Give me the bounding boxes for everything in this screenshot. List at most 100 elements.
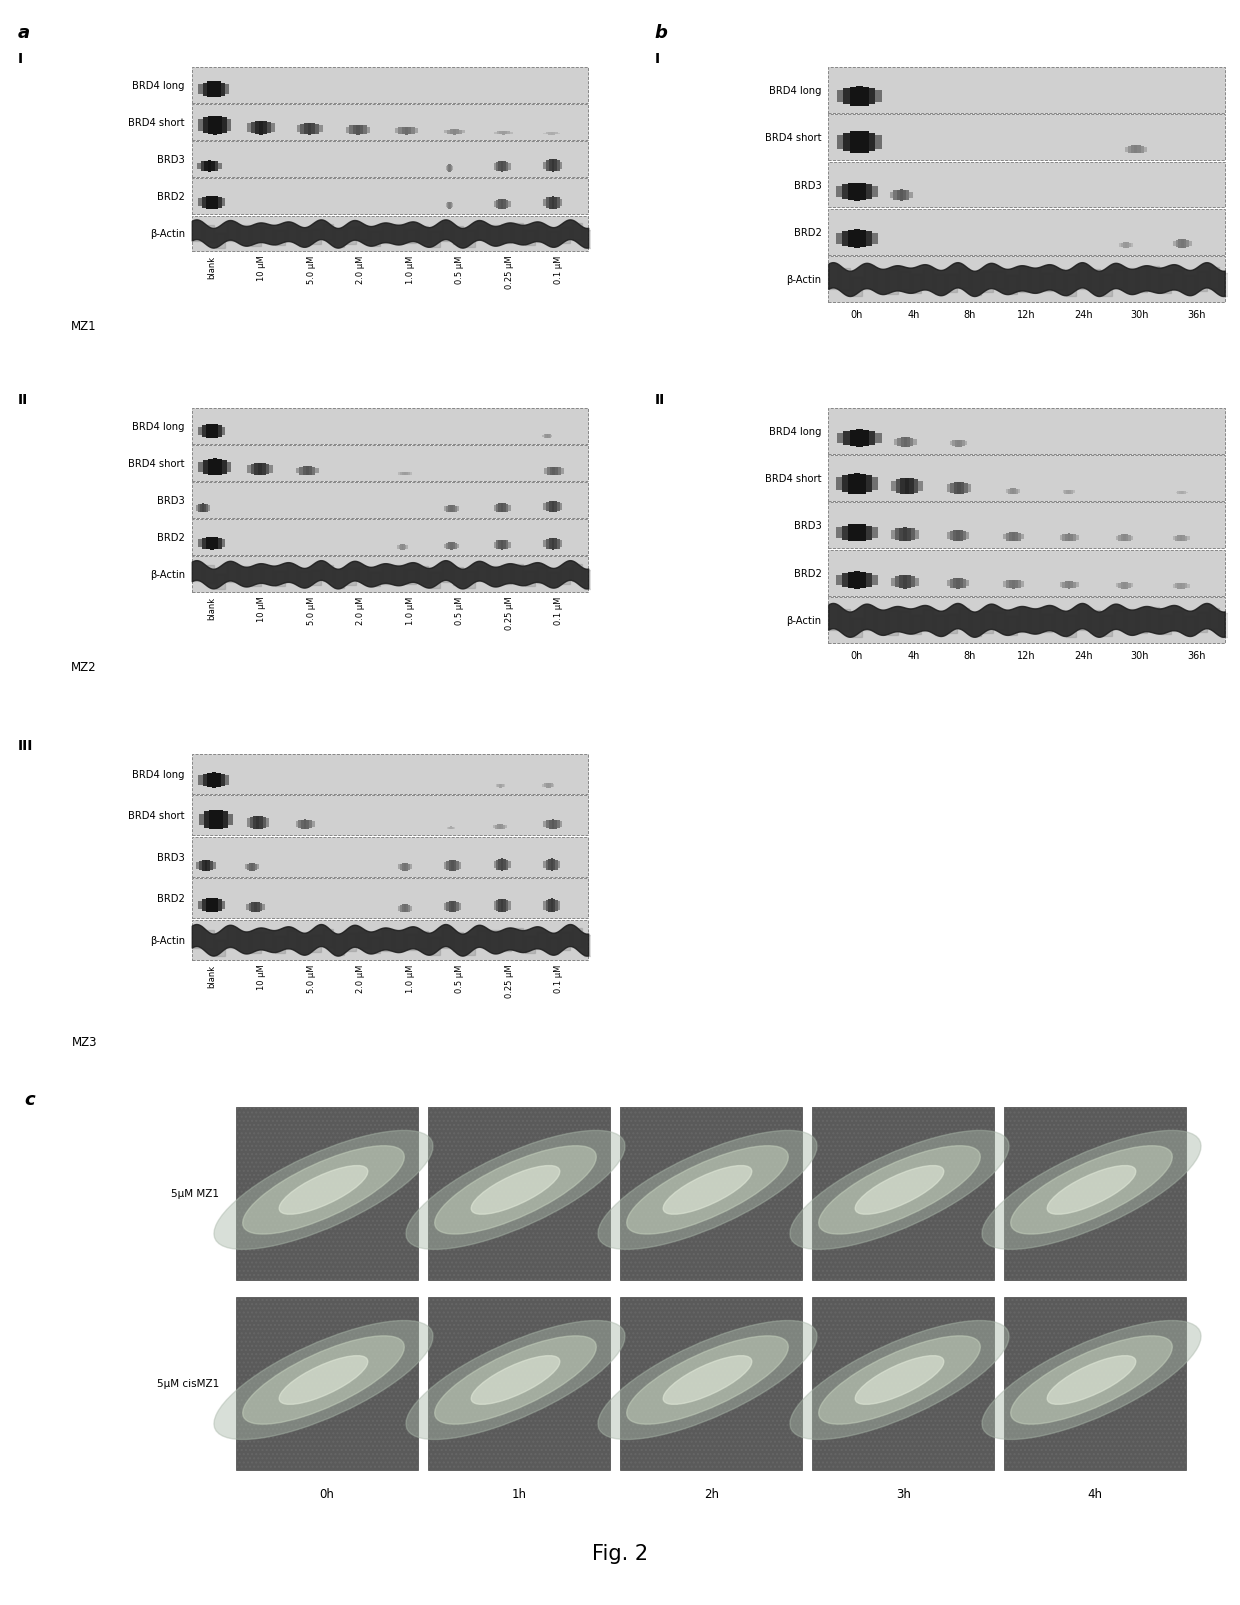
Bar (962, 441, 965, 446)
Bar (198, 775, 202, 785)
Bar (843, 133, 849, 152)
Bar (203, 812, 208, 828)
Bar (497, 825, 498, 830)
Bar (910, 530, 915, 541)
Bar (216, 82, 221, 98)
Bar (356, 125, 360, 135)
Text: 5.0 μM: 5.0 μM (306, 255, 316, 284)
Bar (1130, 244, 1131, 249)
Bar (1173, 584, 1176, 587)
Bar (207, 774, 212, 788)
Bar (315, 125, 319, 135)
Bar (496, 504, 498, 512)
Bar (1220, 273, 1230, 297)
Bar (543, 199, 546, 207)
Ellipse shape (626, 1146, 789, 1234)
Bar (541, 823, 543, 827)
Bar (869, 88, 875, 106)
Bar (398, 905, 399, 912)
Bar (1018, 581, 1021, 589)
Bar (1173, 536, 1176, 541)
Bar (441, 223, 451, 242)
Ellipse shape (243, 1146, 404, 1234)
Bar (1056, 536, 1059, 539)
Bar (1014, 490, 1016, 494)
Bar (192, 563, 202, 583)
Bar (1068, 581, 1070, 589)
Bar (904, 438, 906, 448)
Bar (506, 860, 508, 870)
Bar (201, 162, 205, 172)
Bar (1090, 612, 1100, 634)
Bar (239, 567, 249, 584)
Bar (202, 899, 206, 912)
Text: 10 μM: 10 μM (257, 965, 267, 990)
Bar (286, 931, 296, 949)
Bar (1114, 270, 1123, 289)
Bar (236, 1297, 418, 1470)
Bar (875, 91, 882, 103)
Bar (1183, 491, 1184, 494)
Text: III: III (19, 738, 33, 753)
Text: 2h: 2h (703, 1488, 719, 1501)
Bar (491, 204, 494, 205)
Bar (210, 424, 213, 438)
Bar (257, 817, 259, 830)
Bar (911, 616, 921, 636)
Bar (491, 507, 494, 510)
Bar (548, 899, 551, 912)
Bar (262, 464, 265, 475)
Bar (496, 900, 498, 912)
Bar (1149, 266, 1159, 292)
Bar (1011, 490, 1012, 494)
Bar (1018, 268, 1028, 292)
Bar (405, 570, 415, 584)
Bar (895, 530, 899, 541)
Bar (491, 544, 494, 547)
Bar (899, 576, 903, 589)
Bar (1180, 491, 1183, 494)
Bar (549, 820, 552, 830)
Bar (304, 820, 306, 830)
Bar (903, 528, 906, 542)
Bar (448, 542, 450, 551)
Bar (399, 905, 402, 912)
Bar (1007, 616, 1017, 636)
Bar (346, 228, 356, 244)
Bar (944, 583, 947, 586)
Bar (259, 122, 263, 135)
Bar (202, 774, 207, 786)
Bar (828, 162, 1225, 209)
Bar (192, 104, 588, 141)
Ellipse shape (405, 1321, 625, 1440)
Bar (543, 435, 546, 438)
Bar (1102, 615, 1112, 637)
Bar (203, 119, 208, 133)
Bar (508, 506, 511, 512)
Bar (947, 533, 950, 539)
Bar (405, 905, 408, 913)
Bar (1003, 583, 1006, 587)
Bar (828, 502, 1225, 549)
Text: I: I (655, 53, 660, 66)
Bar (903, 576, 906, 589)
Bar (890, 441, 894, 445)
Text: 5μM MZ1: 5μM MZ1 (171, 1189, 219, 1199)
Bar (1102, 274, 1112, 297)
Bar (864, 266, 874, 291)
Bar (192, 221, 202, 242)
Bar (1090, 270, 1100, 294)
Bar (428, 1107, 610, 1279)
Bar (560, 933, 570, 950)
Bar (951, 483, 954, 494)
Bar (866, 573, 872, 587)
Bar (909, 193, 913, 199)
Bar (549, 467, 553, 475)
Bar (848, 231, 854, 249)
Text: β-Actin: β-Actin (150, 936, 185, 945)
Bar (304, 124, 308, 135)
Bar (200, 860, 202, 870)
Ellipse shape (626, 1335, 789, 1424)
Bar (192, 920, 588, 960)
Bar (451, 860, 454, 872)
